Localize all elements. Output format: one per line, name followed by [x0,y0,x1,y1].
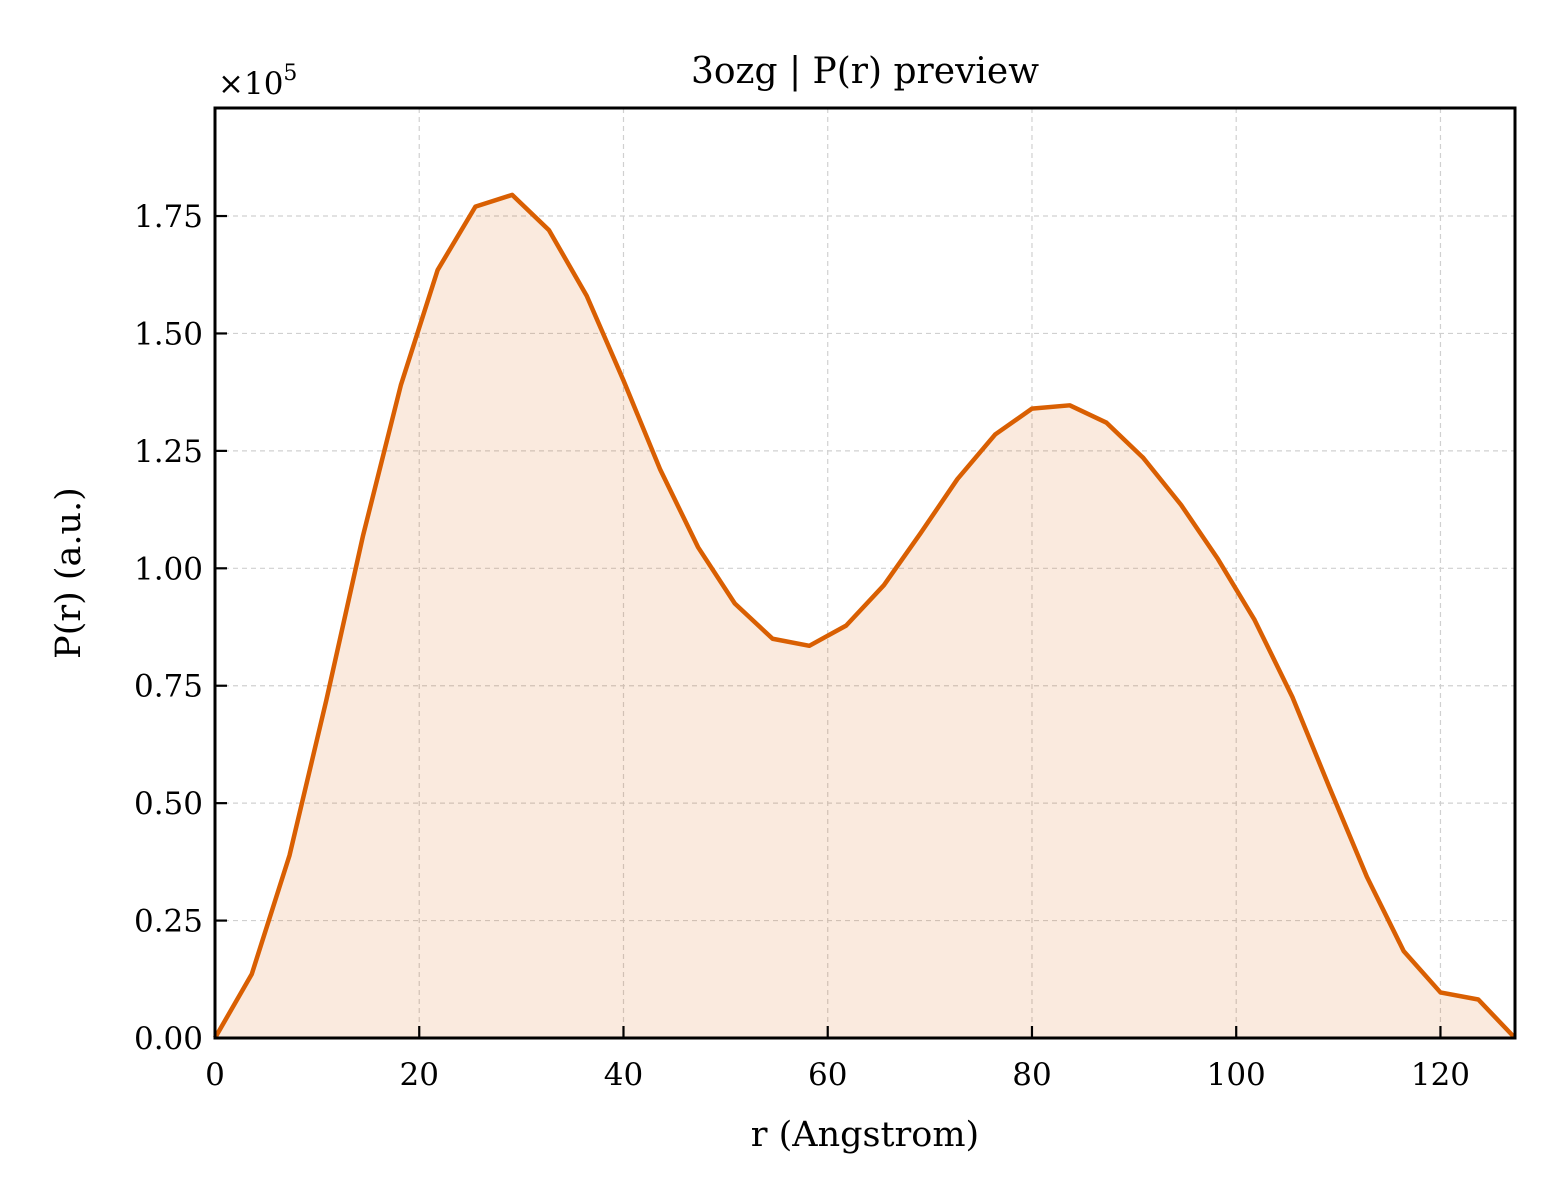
x-tick-label-1: 20 [400,1057,439,1093]
data-point-32 [1402,949,1406,953]
data-point-23 [1068,403,1072,407]
data-point-16 [807,644,811,648]
y-tick-label-3: 0.75 [134,669,203,705]
data-point-18 [882,583,886,587]
data-point-22 [1030,407,1034,411]
y-tick-label-6: 1.50 [134,316,203,352]
x-tick-label-6: 120 [1411,1057,1470,1093]
series-area-fill [215,194,1515,1038]
y-offset-base: ×10 [218,66,283,102]
data-point-34 [1476,997,1480,1001]
data-point-33 [1438,990,1442,994]
data-point-25 [1141,456,1145,460]
data-point-8 [510,193,514,197]
y-tick-label-0: 0.00 [134,1021,203,1057]
data-point-3 [324,698,328,702]
plot-area-background [215,108,1515,1038]
x-tick-label-0: 0 [205,1057,225,1093]
y-tick-label-5: 1.25 [134,434,203,470]
series-line [213,192,1517,1040]
y-tick-label-2: 0.50 [134,786,203,822]
data-point-6 [436,268,440,272]
data-point-14 [733,602,737,606]
data-point-29 [1290,695,1294,699]
data-point-2 [288,853,292,857]
data-point-13 [696,545,700,549]
y-tick-label-1: 0.25 [134,904,203,940]
y-offset-exponent: 5 [283,61,297,86]
data-point-31 [1365,875,1369,879]
data-point-7 [473,205,477,209]
data-point-1 [250,972,254,976]
data-point-20 [955,477,959,481]
data-point-27 [1216,557,1220,561]
y-tick-label-4: 1.00 [134,551,203,587]
y-axis-ticks: 0.00 0.25 0.50 0.75 1.00 1.25 1.50 1.75 [134,199,227,1057]
data-point-9 [547,228,551,232]
data-point-19 [919,531,923,535]
x-tick-label-2: 40 [604,1057,643,1093]
data-point-21 [993,432,997,436]
data-point-4 [361,533,365,537]
y-axis-label: P(r) (a.u.) [49,487,89,659]
y-tick-label-7: 1.75 [134,199,203,235]
x-tick-label-5: 100 [1207,1057,1266,1093]
data-point-30 [1327,785,1331,789]
plot-frame [213,106,1517,1040]
data-point-12 [658,468,662,472]
data-point-26 [1179,503,1183,507]
data-point-15 [771,637,775,641]
data-point-11 [621,378,625,382]
x-axis-label: r (Angstrom) [751,1115,979,1155]
y-offset-text: ×105 [218,61,297,102]
grid-lines [215,108,1515,1038]
data-point-24 [1105,421,1109,425]
data-point-28 [1253,618,1257,622]
x-axis-ticks: 0 20 40 60 80 100 120 [205,1026,1470,1093]
data-point-17 [844,624,848,628]
x-tick-label-3: 60 [808,1057,847,1093]
x-tick-label-4: 80 [1012,1057,1051,1093]
chart-title: 3ozg | P(r) preview [691,51,1039,92]
data-point-5 [399,383,403,387]
data-point-10 [585,294,589,298]
